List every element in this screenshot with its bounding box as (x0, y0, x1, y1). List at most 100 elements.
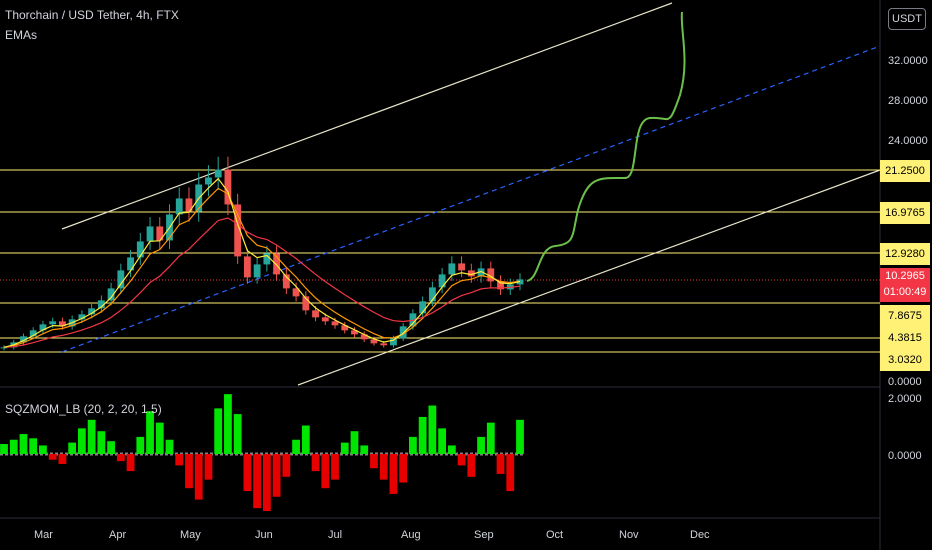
candle-body (117, 270, 125, 289)
candle-body (214, 169, 222, 178)
time-axis-label: May (180, 529, 201, 541)
candle-body (243, 256, 251, 278)
time-axis-label: Jun (255, 529, 273, 541)
oscillator-bar (350, 431, 359, 454)
candle-body (390, 338, 397, 346)
oscillator-bar (486, 422, 495, 454)
oscillator-bar (379, 454, 388, 480)
candle-body (399, 326, 407, 339)
candle-body (292, 288, 300, 297)
oscillator-histogram (0, 394, 524, 511)
price-axis-label: 32.0000 (888, 55, 928, 67)
candle-body (59, 321, 66, 327)
oscillator-bar (68, 442, 77, 454)
ema-line-12 (3, 217, 521, 348)
candle-body (78, 314, 86, 320)
candle-body (477, 268, 485, 277)
candle-body (0, 347, 8, 349)
candle-body (380, 343, 388, 346)
candle-body (97, 300, 105, 309)
oscillator-bar (214, 408, 223, 454)
oscillator-bar (243, 454, 252, 492)
candle-body (302, 296, 310, 311)
candle-body (146, 226, 154, 242)
candle-body (497, 281, 504, 290)
oscillator-bar (311, 454, 320, 472)
candle-body (282, 274, 290, 289)
price-tag-7.87: 7.8675 (880, 305, 930, 327)
candle-body (263, 253, 271, 265)
oscillator-bar (9, 439, 18, 454)
oscillator-bar (340, 442, 349, 454)
candle-body (253, 264, 261, 278)
oscillator-bar (185, 454, 193, 489)
currency-button[interactable]: USDT (888, 8, 926, 30)
oscillator-bar (253, 454, 262, 509)
osc-axis-label: 2.0000 (888, 393, 922, 405)
time-axis-label: Dec (690, 529, 710, 541)
oscillator-bar (331, 454, 339, 480)
oscillator-bar (194, 454, 203, 500)
oscillator-bar (87, 419, 96, 454)
oscillator-bar (29, 438, 38, 454)
oscillator-bar (447, 445, 456, 454)
time-axis-label: Jul (328, 529, 342, 541)
oscillator-bar (438, 428, 447, 454)
oscillator-bar (418, 416, 427, 454)
candle-body (428, 287, 436, 302)
channel-upper-line (61, 2, 673, 230)
candle-body (448, 263, 456, 275)
oscillator-bar (204, 454, 213, 480)
ema-line-3 (3, 177, 521, 348)
candle-body (419, 301, 427, 314)
candle-body (370, 339, 378, 344)
oscillator-bar (146, 411, 154, 454)
time-axis-label: Mar (34, 529, 53, 541)
oscillator-label[interactable]: SQZMOM_LB (20, 2, 20, 1.5) (5, 402, 162, 416)
price-tag-12.93: 12.9280 (880, 243, 930, 265)
candle-body (127, 257, 134, 271)
price-tag-21.25: 21.2500 (880, 160, 930, 182)
candle-body (467, 270, 475, 277)
time-axis-label: Apr (109, 529, 126, 541)
oscillator-bar (428, 405, 437, 454)
oscillator-bar (409, 436, 417, 454)
countdown-timer: 01:00:49 (883, 286, 927, 298)
oscillator-bar (360, 445, 369, 454)
oscillator-bar (399, 454, 408, 483)
candle-body (20, 336, 27, 343)
time-axis-label: Nov (619, 529, 639, 541)
candle-body (341, 325, 349, 331)
channel-midline (61, 45, 881, 353)
projection-curve (526, 11, 686, 282)
oscillator-bar (58, 454, 67, 464)
oscillator-bar (48, 454, 57, 460)
oscillator-bar (457, 454, 466, 466)
price-axis-label: 28.0000 (888, 95, 928, 107)
candle-body (487, 268, 495, 282)
oscillator-bar (0, 444, 8, 454)
oscillator-bar (389, 454, 398, 494)
channel-lower-line (297, 169, 881, 386)
candle-body (234, 204, 242, 257)
oscillator-bar (272, 454, 281, 497)
indicator-label[interactable]: EMAs (5, 28, 38, 42)
oscillator-bar (477, 436, 485, 454)
price-axis-label: 24.0000 (888, 135, 928, 147)
price-tag-16.98: 16.9765 (880, 202, 930, 224)
oscillator-bar (292, 439, 300, 454)
candle-body (360, 334, 368, 340)
oscillator-bar (155, 422, 164, 454)
oscillator-bar (516, 419, 524, 454)
candle-body (321, 317, 329, 322)
candle-body (185, 198, 193, 212)
horizontal-levels (0, 169, 880, 353)
osc-axis-label: 0.0000 (888, 450, 922, 462)
oscillator-bar (224, 394, 232, 454)
oscillator-bar (136, 436, 145, 454)
oscillator-bar (116, 454, 125, 462)
candle-body (29, 330, 37, 337)
oscillator-bar (165, 439, 174, 454)
